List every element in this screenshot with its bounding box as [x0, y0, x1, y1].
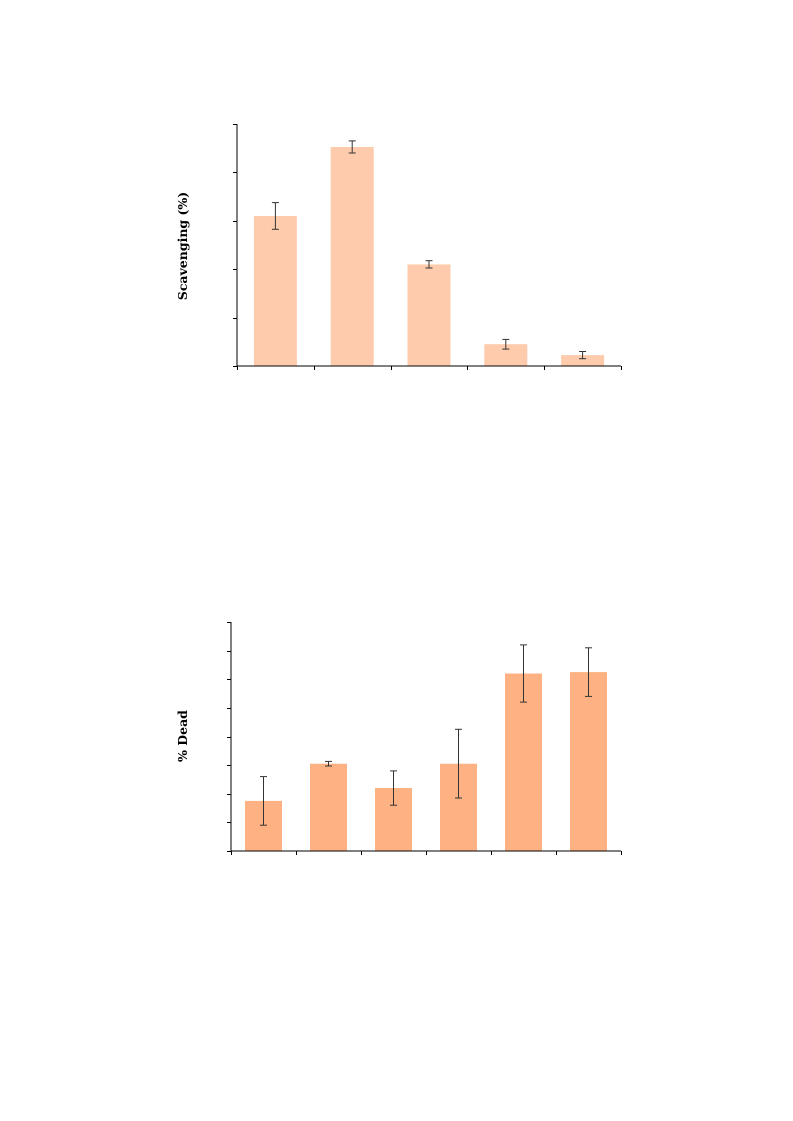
- bar-3: [407, 264, 451, 366]
- bar-5: [505, 673, 542, 851]
- percent-dead-chart: % Dead: [175, 622, 622, 855]
- bar-1: [253, 216, 297, 366]
- bar-2: [330, 147, 374, 366]
- bar-6: [570, 672, 607, 851]
- y-axis-label: % Dead: [175, 710, 190, 762]
- bar-2: [310, 763, 347, 851]
- bar-5: [561, 355, 605, 366]
- scavenging-chart: Scavenging (%): [175, 124, 622, 370]
- y-axis-label: Scavenging (%): [175, 192, 190, 300]
- bar-4: [484, 344, 528, 366]
